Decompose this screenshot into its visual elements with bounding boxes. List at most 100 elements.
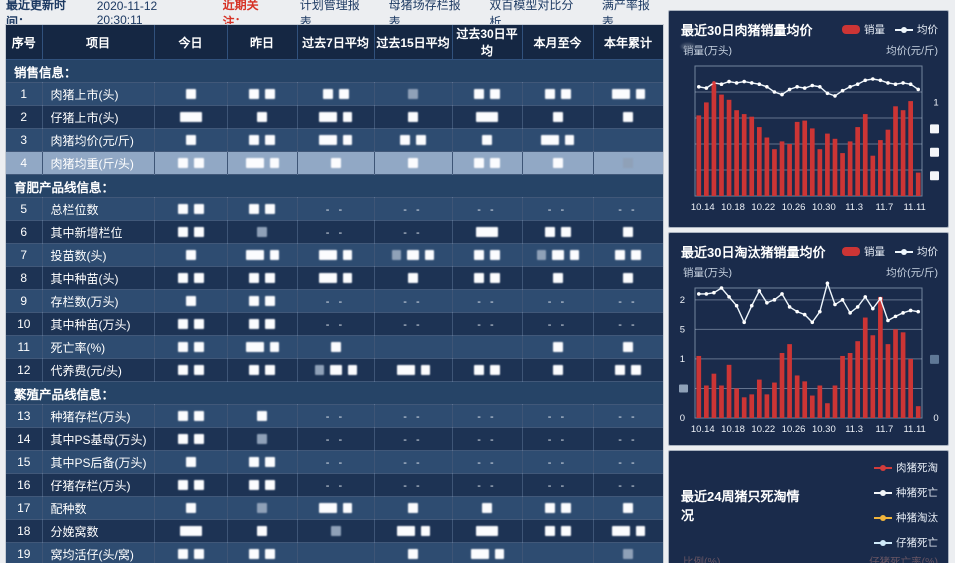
svg-text:10.22: 10.22 <box>751 202 775 213</box>
legend-breeder-death[interactable]: 种猪死亡 <box>874 485 938 500</box>
cell-redacted-value <box>154 151 228 175</box>
chart1-plot[interactable]: 10.14 10.18 10.22 10.26 10.30 11.3 11.7 11.11 1 <box>669 58 948 218</box>
table-row[interactable]: 6 其中新增栏位 - -- - <box>6 220 663 244</box>
chart3-legend: 肉猪死淘 种猪死亡 种猪淘汰 仔猪死亡 <box>805 460 938 550</box>
legend-piglet-death[interactable]: 仔猪死亡 <box>874 535 938 550</box>
avg-price-line-icon <box>895 25 913 34</box>
cell-redacted-value <box>374 82 453 106</box>
cell-no-data: - - <box>297 450 375 474</box>
table-row[interactable]: 18 分娩窝数 <box>6 519 663 543</box>
cell-redacted-value <box>154 358 228 382</box>
column-header[interactable]: 序号 <box>6 25 43 60</box>
column-header[interactable]: 昨日 <box>227 25 298 60</box>
table-row[interactable]: 19 窝均活仔(头/窝) <box>6 542 663 563</box>
table-row[interactable]: 11 死亡率(%) <box>6 335 663 359</box>
cell-redacted-value <box>374 243 453 267</box>
cell-redacted-value <box>154 105 228 129</box>
table-row[interactable]: 16 仔猪存栏(万头) - -- -- -- -- - <box>6 473 663 497</box>
cell-redacted-value <box>227 519 298 543</box>
cell-no-data: - - <box>297 220 375 244</box>
cell-no-data: - - <box>593 404 663 428</box>
cell-redacted-value <box>227 128 298 152</box>
chart2-title: 最近30日淘汰猪销量均价 <box>681 245 826 260</box>
row-number: 16 <box>6 473 43 497</box>
svg-text:2: 2 <box>680 295 685 306</box>
cell-redacted-value <box>522 266 594 290</box>
svg-text:10.26: 10.26 <box>782 424 806 435</box>
legend-sales[interactable]: 销量 <box>842 244 885 259</box>
table-row[interactable]: 17 配种数 <box>6 496 663 520</box>
table-row[interactable]: 7 投苗数(头) <box>6 243 663 267</box>
cell-no-data: - - <box>452 312 523 336</box>
svg-text:10.30: 10.30 <box>812 202 836 213</box>
table-row[interactable]: 5 总栏位数 - -- -- -- -- - <box>6 197 663 221</box>
table-row[interactable]: 8 其中种苗(头) <box>6 266 663 290</box>
table-row[interactable]: 10 其中种苗(万头) - -- -- -- -- - <box>6 312 663 336</box>
chart2-plot[interactable]: 10.14 10.18 10.22 10.26 10.30 11.3 11.7 11.11 2 5… <box>669 280 948 440</box>
cell-redacted-value <box>297 496 375 520</box>
cell-no-data: - - <box>374 473 453 497</box>
legend-breeder-cull[interactable]: 种猪淘汰 <box>874 510 938 525</box>
column-header[interactable]: 今日 <box>154 25 228 60</box>
cell-no-data: - - <box>593 197 663 221</box>
chart3-left-axis-title: 比例(%) <box>683 556 721 563</box>
column-header[interactable]: 本月至今 <box>522 25 594 60</box>
cell-redacted-value <box>593 105 663 129</box>
cell-redacted-value <box>154 335 228 359</box>
cell-redacted-value <box>593 496 663 520</box>
row-item-label: 存栏数(万头) <box>42 289 155 313</box>
cell-no-data: - - <box>297 427 375 451</box>
cell-redacted-value <box>227 312 298 336</box>
table-row[interactable]: 3 肉猪均价(元/斤) <box>6 128 663 152</box>
table-row[interactable]: 12 代养费(元/头) <box>6 358 663 382</box>
cell-empty <box>452 335 523 359</box>
table-row[interactable]: 9 存栏数(万头) - -- -- -- -- - <box>6 289 663 313</box>
cell-redacted-value <box>227 473 298 497</box>
sales-bar-icon <box>842 247 860 256</box>
cell-no-data: - - <box>593 312 663 336</box>
svg-text:11.3: 11.3 <box>845 202 863 213</box>
chart2-left-axis-title: 销量(万头) <box>683 267 732 279</box>
row-item-label: 其中PS基母(万头) <box>42 427 155 451</box>
svg-text:1: 1 <box>933 97 938 108</box>
column-header[interactable]: 过去7日平均 <box>297 25 375 60</box>
column-header[interactable]: 过去30日平均 <box>452 25 523 60</box>
svg-text:10.18: 10.18 <box>721 424 745 435</box>
row-number: 19 <box>6 542 43 563</box>
row-number: 1 <box>6 82 43 106</box>
chart1-title: 最近30日肉猪销量均价 <box>681 23 813 38</box>
table-row[interactable]: 15 其中PS后备(万头) - -- -- -- -- - <box>6 450 663 474</box>
column-header[interactable]: 过去15日平均 <box>374 25 453 60</box>
cell-no-data: - - <box>522 404 594 428</box>
legend-sales[interactable]: 销量 <box>842 22 885 37</box>
cell-redacted-value <box>522 496 594 520</box>
table-row[interactable]: 14 其中PS基母(万头) - -- -- -- -- - <box>6 427 663 451</box>
breeder-cull-line-icon <box>874 513 892 522</box>
table-row[interactable]: 1 肉猪上市(头) <box>6 82 663 106</box>
row-number: 9 <box>6 289 43 313</box>
cell-redacted-value <box>227 289 298 313</box>
cell-redacted-value <box>593 519 663 543</box>
table-row[interactable]: 13 种猪存栏(万头) - -- -- -- -- - <box>6 404 663 428</box>
legend-avg-price[interactable]: 均价 <box>895 244 938 259</box>
update-time-value: 2020-11-12 20:30:11 <box>96 0 158 27</box>
cell-redacted-value <box>452 358 523 382</box>
cell-redacted-value <box>154 82 228 106</box>
table-row[interactable]: 2 仔猪上市(头) <box>6 105 663 129</box>
row-number: 11 <box>6 335 43 359</box>
cell-no-data: - - <box>374 450 453 474</box>
column-header[interactable]: 本年累计 <box>593 25 663 60</box>
cell-redacted-value <box>522 335 594 359</box>
row-number: 5 <box>6 197 43 221</box>
row-item-label: 其中种苗(头) <box>42 266 155 290</box>
kpi-table: 序号 项目 今日 昨日 过去7日平均 过去15日平均 过去30日平均 本月至今 本年累计 销售信… <box>6 25 663 563</box>
cell-redacted-value <box>593 82 663 106</box>
column-header[interactable]: 项目 <box>42 25 155 60</box>
cell-redacted-value <box>452 128 523 152</box>
cell-no-data: - - <box>297 404 375 428</box>
cell-no-data: - - <box>374 220 453 244</box>
row-item-label: 死亡率(%) <box>42 335 155 359</box>
table-row[interactable]: 4 肉猪均重(斤/头) <box>6 151 663 175</box>
legend-avg-price[interactable]: 均价 <box>895 22 938 37</box>
legend-pig-death-cull[interactable]: 肉猪死淘 <box>874 460 938 475</box>
